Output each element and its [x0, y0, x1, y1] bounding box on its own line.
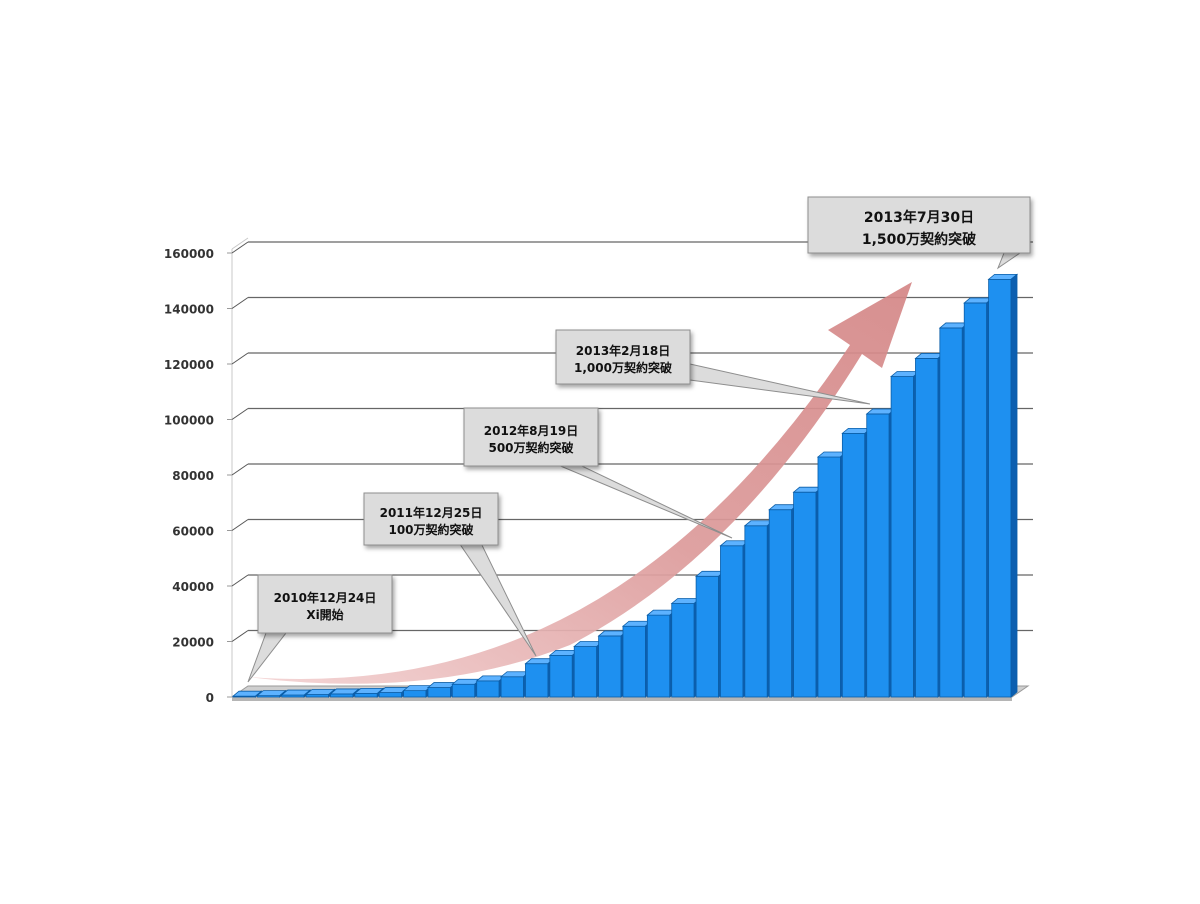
bar-front	[720, 545, 744, 698]
bar-front	[476, 680, 500, 698]
annotation-callout: 2013年7月30日 1,500万契約突破	[807, 196, 1031, 270]
bar-side	[1010, 273, 1018, 698]
annotation-callout: 2011年12月25日 100万契約突破	[363, 492, 537, 657]
callout-box	[363, 492, 499, 546]
callout-date: 2013年7月30日	[864, 209, 974, 226]
bars-layer	[231, 273, 1019, 698]
bar	[329, 688, 361, 698]
y-tick-label: 140000	[164, 303, 214, 317]
bar-front	[330, 693, 354, 698]
annotation-callout: 2013年2月18日 1,000万契約突破	[555, 329, 871, 405]
gridline-diagonal	[231, 408, 249, 420]
gridline-diagonal	[231, 463, 249, 476]
callout-box	[463, 407, 599, 467]
callout-label: 500万契約突破	[488, 440, 573, 455]
bar-front	[549, 654, 573, 698]
chart-floor-edge	[232, 697, 1012, 701]
bar-front	[403, 690, 427, 698]
bar-front	[622, 625, 646, 698]
bar-front	[573, 646, 598, 698]
bar-front	[695, 575, 719, 698]
trend-arrow-layer	[248, 282, 912, 684]
y-tick-label: 80000	[172, 469, 214, 483]
bar-front	[671, 603, 695, 698]
bar-front	[963, 302, 988, 698]
bar-front	[500, 676, 524, 698]
callouts-layer: 2010年12月24日Xi開始2011年12月25日100万契約突破2012年8…	[247, 196, 1031, 683]
callout-label: 1,000万契約突破	[574, 360, 672, 375]
bar-front	[744, 525, 768, 698]
callout-box	[807, 196, 1031, 254]
bar-front	[988, 278, 1012, 698]
bar-front	[793, 491, 817, 698]
y-tick-label: 160000	[164, 247, 214, 261]
bar-front	[866, 413, 890, 698]
callout-label: 1,500万契約突破	[862, 231, 976, 248]
callout-date: 2013年2月18日	[576, 343, 670, 358]
bar-front	[646, 614, 671, 698]
gridline-diagonal	[231, 241, 249, 254]
bar	[987, 273, 1019, 698]
y-tick-label: 120000	[164, 358, 214, 372]
y-tick-label: 20000	[172, 636, 214, 650]
gridline-diagonal	[231, 574, 249, 587]
annotation-callout: 2012年8月19日 500万契約突破	[463, 407, 733, 539]
gridline-diagonal	[231, 519, 249, 531]
gridline-diagonal	[231, 630, 249, 642]
y-tick-label: 40000	[172, 580, 214, 594]
callout-label: 100万契約突破	[388, 522, 473, 537]
callout-label: Xi開始	[306, 607, 343, 622]
bar-front	[817, 456, 841, 698]
y-tick-label: 0	[206, 691, 214, 705]
y-tick-label: 100000	[164, 414, 214, 428]
bar-front	[354, 692, 378, 698]
callout-box	[555, 329, 691, 385]
y-tick-label: 60000	[172, 525, 214, 539]
bar-front	[451, 683, 476, 698]
bar-front	[427, 687, 451, 698]
bar-front	[768, 509, 793, 698]
bar-front	[841, 432, 866, 698]
annotation-callout: 2010年12月24日 Xi開始	[247, 574, 393, 683]
callout-date: 2010年12月24日	[274, 590, 377, 605]
bar	[792, 486, 824, 698]
bar	[280, 689, 312, 698]
bar-front	[915, 358, 939, 698]
trend-arrow	[248, 282, 912, 684]
bar-front	[598, 635, 622, 698]
callout-pointer	[560, 465, 733, 539]
bar-front	[890, 376, 914, 698]
bar-front	[378, 692, 403, 698]
callout-pointer	[247, 632, 288, 683]
y-axis-top-edge	[231, 237, 249, 250]
callout-date: 2012年8月19日	[484, 423, 578, 438]
bar-front	[525, 663, 549, 698]
gridline-diagonal	[231, 297, 249, 309]
callout-pointer	[996, 252, 1022, 270]
bar-front	[939, 327, 963, 698]
gridline-diagonal	[231, 352, 249, 365]
callout-pointer	[459, 544, 537, 657]
callout-date: 2011年12月25日	[380, 505, 483, 520]
callout-box	[257, 574, 393, 634]
